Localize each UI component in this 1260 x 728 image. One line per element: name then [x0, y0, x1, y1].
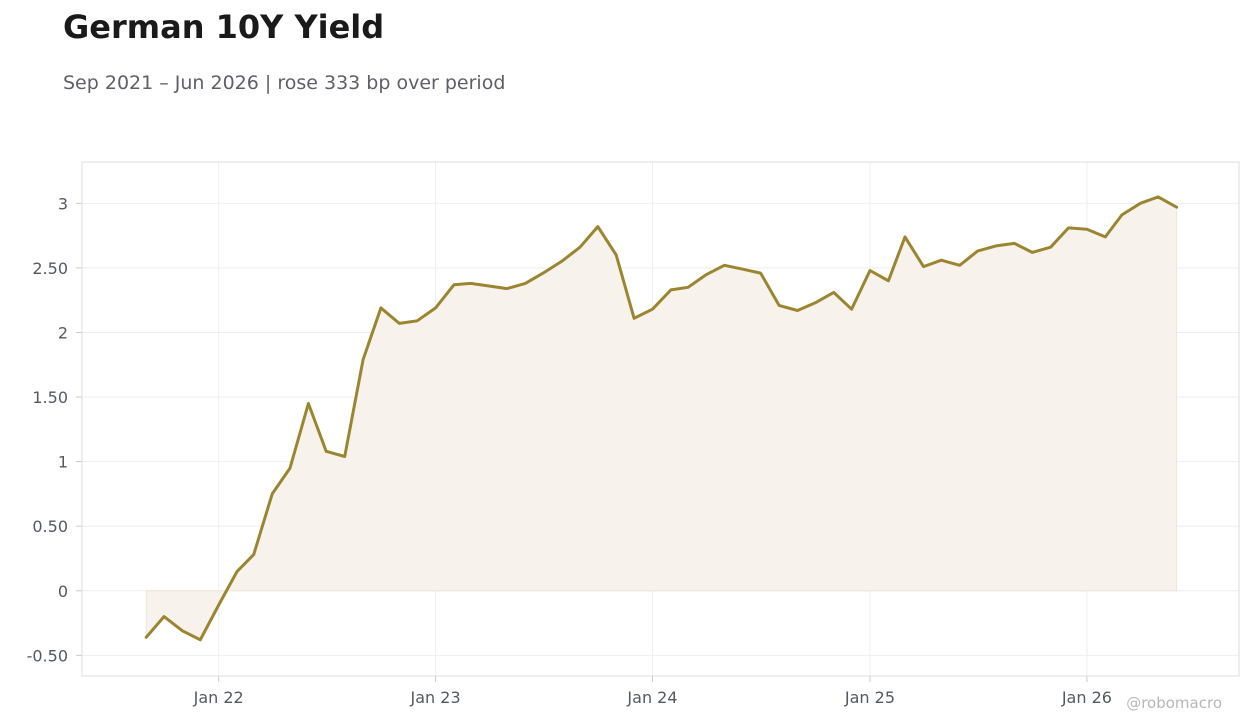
- y-tick-label: 0: [58, 582, 68, 601]
- plot-frame: [81, 161, 1240, 677]
- chart-subtitle: Sep 2021 – Jun 2026 | rose 333 bp over p…: [63, 72, 506, 94]
- y-tick-label: -0.50: [27, 646, 68, 665]
- y-tick-label: 0.50: [32, 517, 68, 536]
- chart-title: German 10Y Yield: [63, 8, 385, 46]
- x-tick-label: Jan 24: [626, 688, 677, 707]
- y-tick-label: 2.50: [32, 259, 68, 278]
- y-tick-label: 1.50: [32, 388, 68, 407]
- data-layer: [144, 195, 1179, 642]
- watermark: @robomacro: [1126, 694, 1222, 712]
- y-tick-label: 2: [58, 323, 68, 342]
- y-tick-label: 3: [58, 194, 68, 213]
- axis-layer: -0.50 0 0.50 1 1.50 2 2.50 3 Jan 22 Jan 23 Jan 24 J…: [27, 161, 1240, 707]
- y-tick-label: 1: [58, 453, 68, 472]
- series-area: [145, 196, 1178, 641]
- x-tick-label: Jan 26: [1061, 688, 1112, 707]
- series-line: [144, 195, 1179, 642]
- x-tick-label: Jan 23: [410, 688, 461, 707]
- x-tick-label: Jan 25: [844, 688, 895, 707]
- x-tick-label: Jan 22: [193, 688, 244, 707]
